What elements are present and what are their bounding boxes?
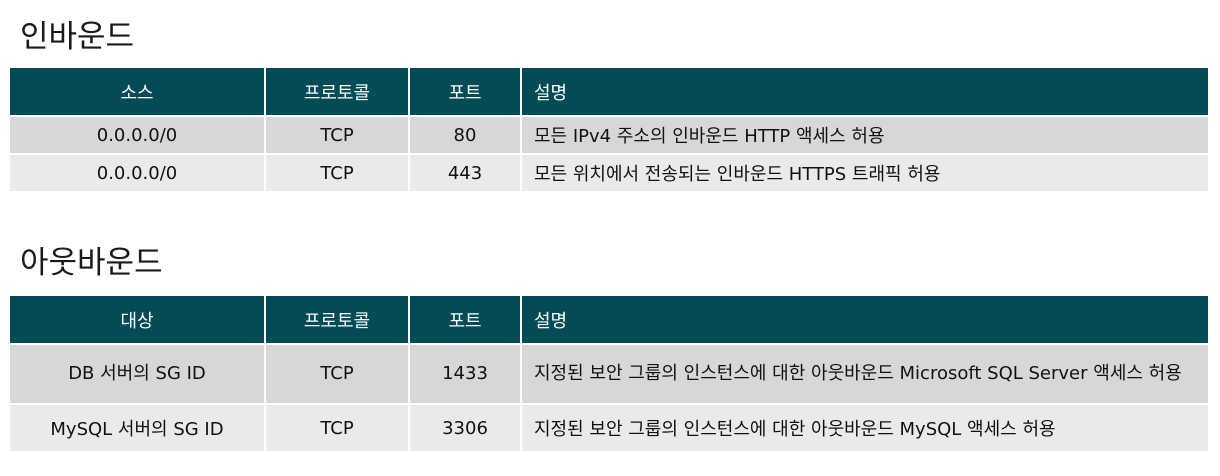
inbound-source-cell: 0.0.0.0/0 <box>10 117 266 155</box>
outbound-header-protocol: 프로토콜 <box>266 296 410 345</box>
inbound-header-row: 소스 프로토콜 포트 설명 <box>10 68 1208 117</box>
table-row: 0.0.0.0/0 TCP 443 모든 위치에서 전송되는 인바운드 HTTP… <box>10 155 1208 193</box>
inbound-protocol-cell: TCP <box>266 155 410 193</box>
inbound-protocol-cell: TCP <box>266 117 410 155</box>
table-row: DB 서버의 SG ID TCP 1433 지정된 보안 그룹의 인스턴스에 대… <box>10 345 1208 405</box>
inbound-section-title: 인바운드 <box>20 19 135 55</box>
inbound-rules-table: 소스 프로토콜 포트 설명 0.0.0.0/0 TCP 80 모든 IPv4 주… <box>10 68 1208 193</box>
inbound-source-cell: 0.0.0.0/0 <box>10 155 266 193</box>
inbound-description-cell: 모든 IPv4 주소의 인바운드 HTTP 액세스 허용 <box>522 117 1208 155</box>
outbound-header-port: 포트 <box>410 296 522 345</box>
outbound-port-cell: 3306 <box>410 405 522 453</box>
inbound-header-source: 소스 <box>10 68 266 117</box>
outbound-destination-cell: MySQL 서버의 SG ID <box>10 405 266 453</box>
inbound-description-cell: 모든 위치에서 전송되는 인바운드 HTTPS 트래픽 허용 <box>522 155 1208 193</box>
inbound-port-cell: 80 <box>410 117 522 155</box>
table-row: MySQL 서버의 SG ID TCP 3306 지정된 보안 그룹의 인스턴스… <box>10 405 1208 453</box>
outbound-header-destination: 대상 <box>10 296 266 345</box>
outbound-protocol-cell: TCP <box>266 405 410 453</box>
outbound-protocol-cell: TCP <box>266 345 410 405</box>
outbound-port-cell: 1433 <box>410 345 522 405</box>
inbound-header-description: 설명 <box>522 68 1208 117</box>
outbound-destination-cell: DB 서버의 SG ID <box>10 345 266 405</box>
outbound-header-row: 대상 프로토콜 포트 설명 <box>10 296 1208 345</box>
inbound-port-cell: 443 <box>410 155 522 193</box>
inbound-header-protocol: 프로토콜 <box>266 68 410 117</box>
outbound-rules-table: 대상 프로토콜 포트 설명 DB 서버의 SG ID TCP 1433 지정된 … <box>10 296 1208 453</box>
outbound-description-cell: 지정된 보안 그룹의 인스턴스에 대한 아웃바운드 MySQL 액세스 허용 <box>522 405 1208 453</box>
inbound-header-port: 포트 <box>410 68 522 117</box>
outbound-section-title: 아웃바운드 <box>20 245 163 281</box>
table-row: 0.0.0.0/0 TCP 80 모든 IPv4 주소의 인바운드 HTTP 액… <box>10 117 1208 155</box>
outbound-description-cell: 지정된 보안 그룹의 인스턴스에 대한 아웃바운드 Microsoft SQL … <box>522 345 1208 405</box>
outbound-header-description: 설명 <box>522 296 1208 345</box>
